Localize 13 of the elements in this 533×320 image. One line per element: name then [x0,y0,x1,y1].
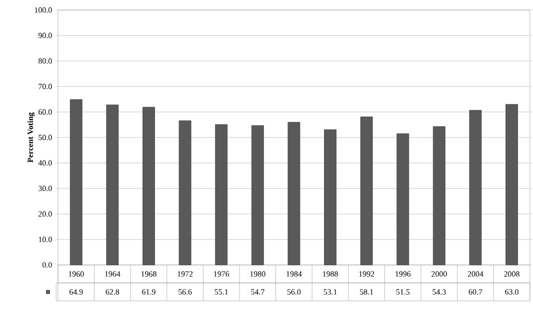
bar [215,124,228,266]
bar [142,106,155,266]
bar [469,110,482,266]
bar [324,129,336,266]
bar [106,104,119,266]
bar [251,125,264,266]
bar [178,120,192,266]
bar [360,116,373,266]
bar [70,99,82,266]
bar [288,122,300,266]
bar [432,126,446,266]
bar [506,104,518,266]
bar [396,133,410,266]
